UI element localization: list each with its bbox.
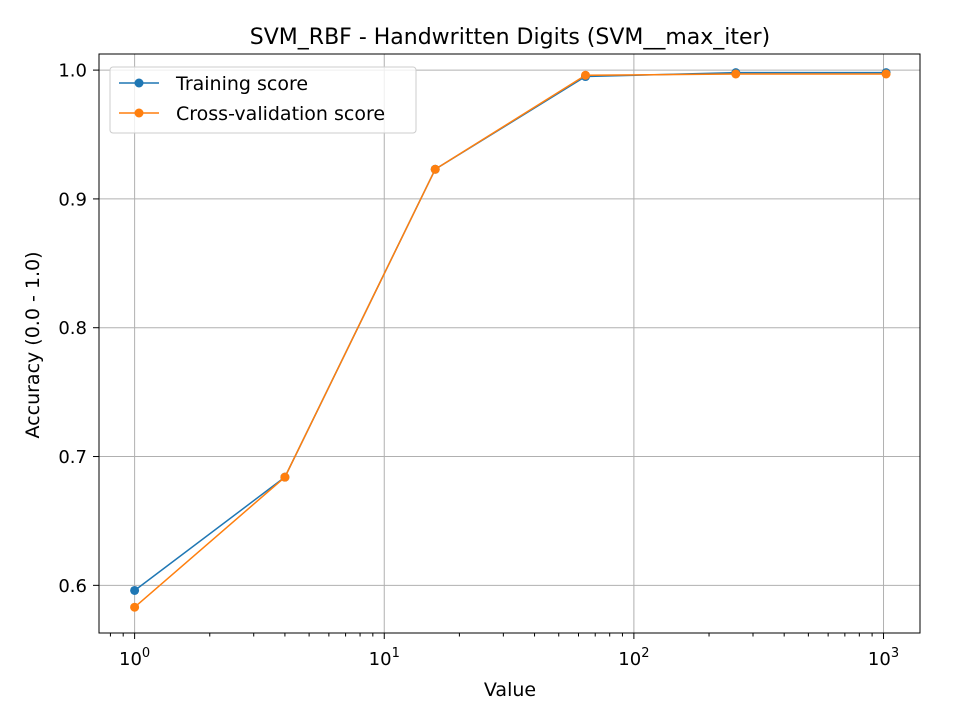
x-tick-label: 100 <box>119 646 150 670</box>
legend-label-cross-validation: Cross-validation score <box>176 103 385 125</box>
plot-frame <box>98 53 921 634</box>
x-tick-label: 101 <box>369 646 400 670</box>
data-point <box>581 70 591 80</box>
data-point <box>280 472 290 482</box>
legend-marker-cross-validation <box>134 108 144 118</box>
y-axis-label: Accuracy (0.0 - 1.0) <box>22 252 44 439</box>
legend: Training score Cross-validation score <box>109 66 417 134</box>
series-line <box>134 73 887 608</box>
x-tick-exponent: 3 <box>891 646 899 661</box>
y-tick-label: 1.0 <box>58 61 87 82</box>
y-axis-ticks: 0.6 0.7 0.8 0.9 1.0 <box>58 61 99 597</box>
x-axis-ticks: 100 101 102 103 <box>109 633 899 670</box>
data-point <box>430 164 440 174</box>
series-layer <box>130 68 891 612</box>
x-tick-exponent: 2 <box>641 646 649 661</box>
data-point <box>130 585 140 595</box>
legend-box <box>109 66 417 134</box>
x-tick-exponent: 0 <box>142 646 150 661</box>
data-point <box>731 69 741 79</box>
data-point <box>130 602 140 612</box>
x-tick-base: 10 <box>868 649 891 670</box>
x-tick-label: 103 <box>868 646 899 670</box>
y-tick-label: 0.9 <box>58 189 87 210</box>
x-tick-label: 102 <box>618 646 649 670</box>
x-tick-base: 10 <box>618 649 641 670</box>
x-tick-base: 10 <box>369 649 392 670</box>
x-tick-base: 10 <box>119 649 142 670</box>
legend-marker-training <box>134 78 144 88</box>
legend-label-training: Training score <box>175 73 308 95</box>
x-tick-exponent: 1 <box>392 646 400 661</box>
x-axis-label: Value <box>484 679 536 701</box>
data-point <box>881 69 891 79</box>
y-tick-label: 0.6 <box>58 576 87 597</box>
series-1 <box>130 69 891 612</box>
y-tick-label: 0.7 <box>58 447 87 468</box>
y-tick-label: 0.8 <box>58 318 87 339</box>
chart-title: SVM_RBF - Handwritten Digits (SVM__max_i… <box>250 25 770 50</box>
